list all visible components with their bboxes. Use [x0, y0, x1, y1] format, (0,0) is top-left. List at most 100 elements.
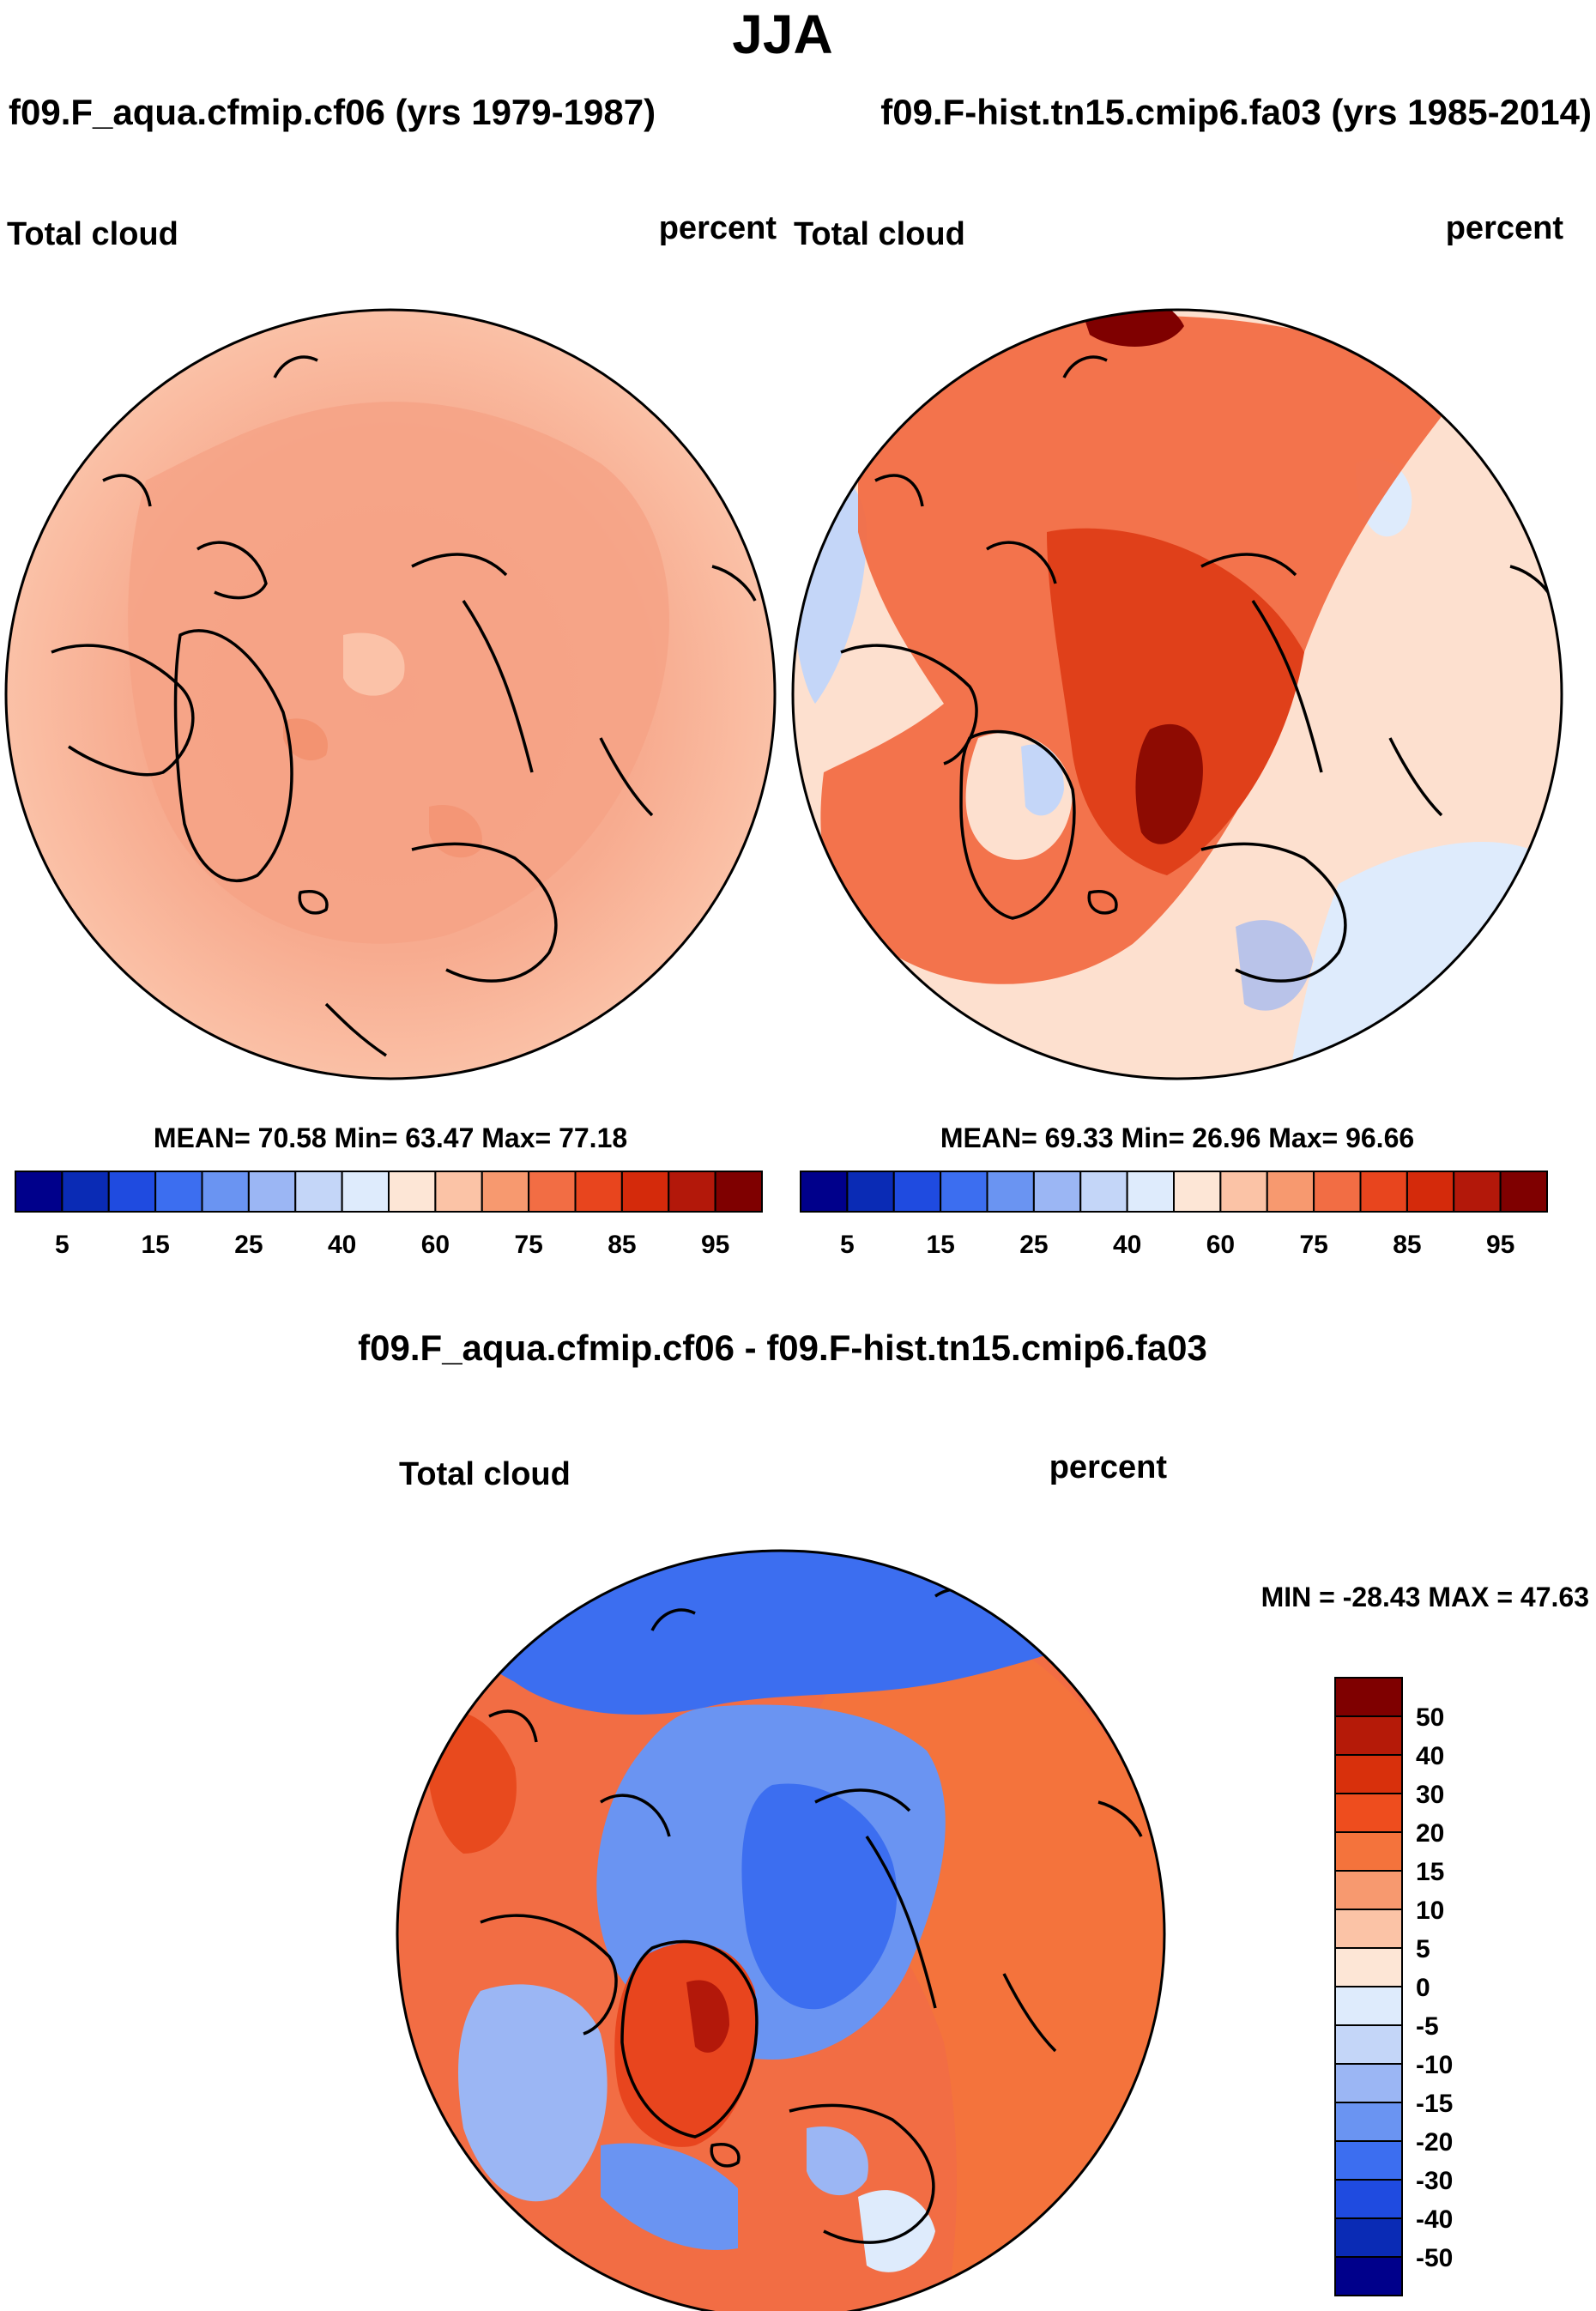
diff-variable-label: Total cloud: [399, 1456, 571, 1492]
right-colorbar-tick-label: 95: [1486, 1231, 1514, 1259]
left-colorbar-tick-label: 85: [608, 1231, 636, 1259]
diff-colorbar-swatch: [1334, 2102, 1403, 2142]
left-colorbar-swatch: [341, 1171, 390, 1213]
right-stats: MEAN= 69.33 Min= 26.96 Max= 96.66: [940, 1122, 1414, 1153]
diff-title: f09.F_aqua.cfmip.cf06 - f09.F-hist.tn15.…: [358, 1328, 1207, 1368]
left-colorbar-tick-label: 25: [234, 1231, 263, 1259]
diff-colorbar-tick-label: -20: [1416, 2128, 1453, 2157]
right-units-label: percent: [1446, 210, 1564, 246]
right-colorbar-swatch: [1453, 1171, 1502, 1213]
right-colorbar-swatch: [1032, 1171, 1082, 1213]
diff-colorbar-tick-label: 5: [1416, 1935, 1430, 1963]
diff-map-field: [397, 1551, 1164, 2311]
left-units-label: percent: [659, 210, 777, 246]
right-colorbar-swatch: [892, 1171, 942, 1213]
left-colorbar-swatch: [294, 1171, 343, 1213]
diff-map-border: [396, 1549, 1166, 2311]
right-colorbar-swatch: [1313, 1171, 1362, 1213]
right-colorbar-swatch: [1079, 1171, 1128, 1213]
right-colorbar-tick-label: 75: [1299, 1231, 1327, 1259]
diff-colorbar-tick-label: 10: [1416, 1897, 1444, 1925]
diff-colorbar-tick-label: 0: [1416, 1974, 1430, 2002]
right-map-border: [791, 308, 1563, 1080]
diff-colorbar-swatch: [1334, 2063, 1403, 2103]
right-colorbar-tick-label: 25: [1019, 1231, 1048, 1259]
diff-colorbar-swatch: [1334, 1986, 1403, 2026]
left-colorbar-swatch: [434, 1171, 483, 1213]
right-colorbar-swatch: [1499, 1171, 1548, 1213]
diff-colorbar-tick-label: -5: [1416, 2012, 1439, 2041]
left-colorbar-swatch: [481, 1171, 530, 1213]
right-colorbar-swatch: [1359, 1171, 1408, 1213]
left-colorbar-swatch: [201, 1171, 250, 1213]
left-map-panel: Total cloud percent: [4, 210, 777, 1259]
diff-colorbar-swatch: [1334, 1909, 1403, 1949]
diff-colorbar-tick-label: -50: [1416, 2244, 1453, 2272]
left-map-field: [6, 310, 775, 1079]
left-map-border: [4, 308, 777, 1080]
left-colorbar-swatch: [388, 1171, 437, 1213]
right-colorbar-tick-label: 60: [1206, 1231, 1235, 1259]
left-colorbar-swatch: [61, 1171, 110, 1213]
diff-colorbar-swatch: [1334, 2179, 1403, 2219]
diff-colorbar-tick-label: 30: [1416, 1781, 1444, 1809]
left-colorbar-swatch: [668, 1171, 716, 1213]
left-colorbar-tick-label: 95: [701, 1231, 729, 1259]
right-colorbar-tick-label: 5: [840, 1231, 855, 1259]
right-variable-label: Total cloud: [794, 216, 965, 252]
left-variable-label: Total cloud: [7, 216, 178, 252]
left-colorbar: 5 15 25 40 60 75 85 95: [15, 1171, 763, 1259]
left-colorbar-tick-label: 5: [55, 1231, 70, 1259]
right-colorbar-swatch: [1266, 1171, 1315, 1213]
right-map-panel: Total cloud percent: [791, 210, 1564, 1259]
left-colorbar-swatch: [528, 1171, 577, 1213]
right-colorbar-swatch: [1173, 1171, 1222, 1213]
right-colorbar-tick-label: 85: [1393, 1231, 1421, 1259]
diff-units-label: percent: [1049, 1449, 1168, 1485]
right-colorbar-swatch: [986, 1171, 1035, 1213]
left-colorbar-swatch: [714, 1171, 763, 1213]
left-stats: MEAN= 70.58 Min= 63.47 Max= 77.18: [154, 1122, 627, 1153]
diff-colorbar-swatch: [1334, 1831, 1403, 1872]
left-colorbar-swatch: [154, 1171, 203, 1213]
diff-colorbar-swatch: [1334, 1947, 1403, 1987]
right-colorbar-swatch: [1126, 1171, 1175, 1213]
left-colorbar-swatch: [15, 1171, 63, 1213]
right-run-title: f09.F-hist.tn15.cmip6.fa03 (yrs 1985-201…: [880, 92, 1592, 132]
diff-colorbar-swatch: [1334, 2217, 1403, 2258]
left-colorbar-swatch: [620, 1171, 670, 1213]
right-colorbar-tick-label: 40: [1113, 1231, 1141, 1259]
diff-colorbar-swatch: [1334, 1754, 1403, 1794]
diff-colorbar-tick-label: 15: [1416, 1858, 1444, 1886]
left-run-title: f09.F_aqua.cfmip.cf06 (yrs 1979-1987): [9, 92, 656, 132]
diff-colorbar-swatch: [1334, 1870, 1403, 1910]
right-colorbar-swatch: [800, 1171, 849, 1213]
left-colorbar-swatch: [247, 1171, 297, 1213]
diff-colorbar-tick-label: -10: [1416, 2051, 1453, 2079]
diff-colorbar-tick-label: -40: [1416, 2205, 1453, 2234]
diff-colorbar-tick-label: 40: [1416, 1742, 1444, 1770]
left-colorbar-tick-label: 60: [421, 1231, 450, 1259]
left-colorbar-swatch: [574, 1171, 623, 1213]
diff-colorbar-tick-label: 50: [1416, 1703, 1444, 1732]
main-title: JJA: [732, 3, 832, 65]
diff-colorbar-tick-label: -15: [1416, 2090, 1453, 2118]
left-colorbar-tick-label: 15: [141, 1231, 169, 1259]
diff-minmax: MIN = -28.43 MAX = 47.63: [1261, 1582, 1589, 1612]
diff-colorbar-swatch: [1334, 2256, 1403, 2296]
right-colorbar: 5 15 25 40 60 75 85 95: [800, 1171, 1548, 1259]
diff-map-panel: f09.F_aqua.cfmip.cf06 - f09.F-hist.tn15.…: [358, 1328, 1589, 2311]
diff-colorbar-tick-label: -30: [1416, 2167, 1453, 2195]
diff-colorbar-swatch: [1334, 2024, 1403, 2065]
left-colorbar-swatch: [107, 1171, 157, 1213]
left-colorbar-tick-label: 40: [328, 1231, 356, 1259]
right-colorbar-swatch: [1219, 1171, 1268, 1213]
left-colorbar-tick-label: 75: [514, 1231, 542, 1259]
right-colorbar-swatch: [940, 1171, 988, 1213]
right-colorbar-swatch: [1406, 1171, 1455, 1213]
right-colorbar-swatch: [846, 1171, 895, 1213]
diff-colorbar-swatch: [1334, 1715, 1403, 1756]
right-map-field: [793, 310, 1562, 1079]
